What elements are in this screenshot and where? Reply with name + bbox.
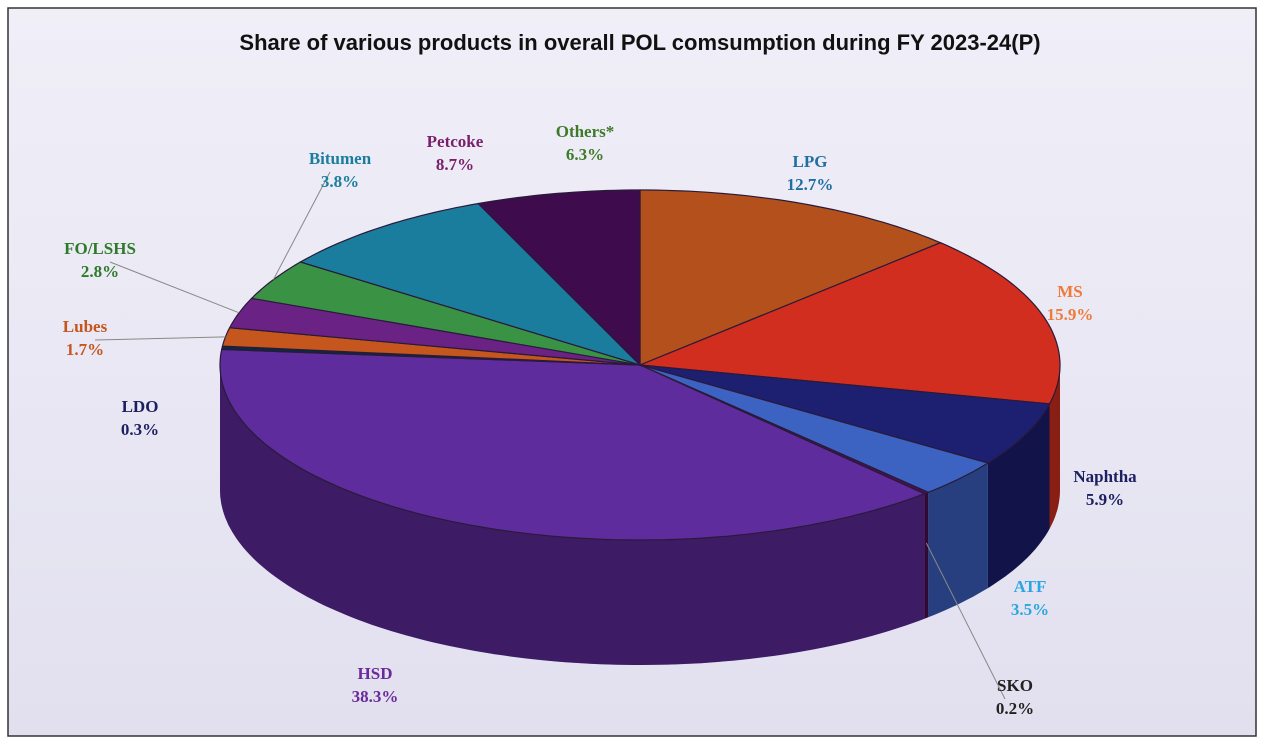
category-label: Lubes (63, 317, 108, 336)
leader-line (925, 542, 1006, 700)
slice (250, 261, 641, 366)
category-label: LPG (793, 152, 828, 171)
value-label: 5.9% (1086, 490, 1124, 509)
leader-line (94, 336, 226, 341)
category-label: Others* (556, 122, 615, 141)
value-label: 0.2% (996, 699, 1034, 718)
value-label: 0.3% (121, 420, 159, 439)
value-label: 8.7% (436, 155, 474, 174)
value-label: 1.7% (66, 340, 104, 359)
slice (298, 202, 641, 366)
pie-tops (219, 189, 1061, 541)
slice-side (928, 463, 988, 618)
slice-side (1049, 365, 1060, 529)
category-label: Bitumen (309, 149, 372, 168)
labels: LPG 12.7% MS 15.9% Naphtha 5.9% ATF 3.5% SKO 0.2%… (63, 122, 1137, 718)
slice (639, 242, 1061, 405)
value-label: 6.3% (566, 145, 604, 164)
slice (476, 189, 641, 367)
category-label: ATF (1014, 577, 1047, 596)
pie-sides (220, 365, 1060, 665)
slice-side (924, 492, 929, 619)
slice (219, 348, 926, 541)
category-label: Petcoke (427, 132, 484, 151)
category-label: SKO (997, 676, 1033, 695)
slice (639, 189, 943, 366)
slice-side-shade (924, 492, 929, 619)
value-label: 3.5% (1011, 600, 1049, 619)
slice-side-shade (1049, 365, 1060, 529)
slice (639, 364, 1051, 464)
value-label: 38.3% (352, 687, 399, 706)
slice (228, 297, 641, 366)
slice-side-shade (928, 463, 988, 618)
category-label: MS (1057, 282, 1083, 301)
chart-title: Share of various products in overall POL… (239, 30, 1040, 55)
category-label: LDO (122, 397, 159, 416)
category-label: HSD (358, 664, 393, 683)
value-label: 15.9% (1047, 305, 1094, 324)
category-label: Naphtha (1073, 467, 1137, 486)
slice-side-shade (220, 365, 925, 665)
value-label: 12.7% (787, 175, 834, 194)
category-label: FO/LSHS (64, 239, 136, 258)
leader-line (109, 261, 240, 314)
leader-line (273, 171, 331, 280)
value-label: 3.8% (321, 172, 359, 191)
slice-side (220, 365, 925, 665)
slice-side-shade (987, 403, 1050, 589)
slice-side (987, 403, 1050, 589)
slice (639, 364, 990, 493)
value-label: 2.8% (81, 262, 119, 281)
